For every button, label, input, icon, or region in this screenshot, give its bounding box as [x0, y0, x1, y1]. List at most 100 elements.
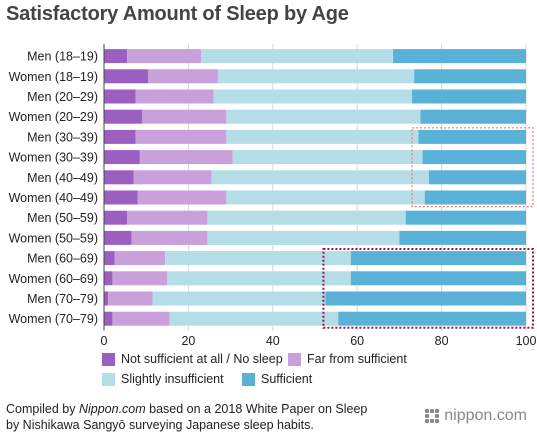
bar-segment — [338, 311, 526, 326]
bar-segment — [148, 69, 218, 84]
category-label: Men (70–79) — [27, 292, 98, 306]
logo-icon — [425, 409, 440, 423]
category-label: Women (40–49) — [9, 191, 98, 205]
category-label: Men (30–39) — [27, 130, 98, 144]
legend-item-slightly-insufficient: Slightly insufficient — [102, 372, 242, 386]
bar-segment — [104, 150, 140, 165]
bar-segment — [167, 271, 351, 286]
source-suffix: based on a 2018 White Paper on Sleep — [145, 402, 368, 416]
bar-segment — [104, 230, 132, 245]
legend-row-2: Slightly insufficient Sufficient — [102, 369, 522, 389]
bar-segment — [213, 89, 413, 104]
category-label: Women (30–39) — [9, 151, 98, 165]
bar-segment — [350, 251, 526, 266]
bar-segment — [393, 49, 526, 64]
category-label: Women (60–69) — [9, 272, 98, 286]
category-label: Women (50–59) — [9, 231, 98, 245]
bar-segment — [135, 89, 214, 104]
highlight-box — [411, 127, 534, 208]
bar-segment — [422, 150, 526, 165]
bar-segment — [139, 150, 233, 165]
bar-segment — [135, 129, 227, 144]
bar-segment — [131, 230, 208, 245]
legend-swatch-not-sufficient — [102, 352, 115, 366]
bar-segment — [165, 251, 351, 266]
bar-segment — [207, 210, 406, 225]
bar-segment — [137, 190, 227, 205]
legend-label-sufficient: Sufficient — [261, 372, 313, 386]
bar-segment — [104, 129, 136, 144]
bar-segment — [428, 170, 526, 185]
legend-item-sufficient: Sufficient — [242, 372, 312, 386]
category-label: Women (70–79) — [9, 312, 98, 326]
bar-segment — [127, 49, 202, 64]
bar-segment — [108, 291, 153, 306]
legend-swatch-far-from-sufficient — [288, 352, 301, 366]
bar-segment — [217, 69, 415, 84]
source-site: Nippon.com — [78, 402, 146, 416]
bar-segment — [350, 271, 526, 286]
legend-label-slightly-insufficient: Slightly insufficient — [121, 372, 224, 386]
legend-label-not-sufficient: Not sufficient at all / No sleep — [121, 352, 283, 366]
bar-segment — [127, 210, 208, 225]
x-tick-label: 20 — [181, 334, 195, 348]
nippon-logo: nippon.com — [425, 407, 527, 425]
bar-segment — [412, 89, 526, 104]
category-label: Men (50–59) — [27, 211, 98, 225]
bar-segment — [104, 89, 136, 104]
bar-segment — [201, 49, 394, 64]
bar-segment — [104, 170, 134, 185]
category-label: Men (60–69) — [27, 252, 98, 266]
category-label: Women (18–19) — [9, 70, 98, 84]
bar-segment — [104, 271, 113, 286]
bar-segment — [414, 69, 526, 84]
bar-segment — [226, 129, 419, 144]
bar-segment — [112, 311, 170, 326]
bar-segment — [104, 311, 113, 326]
category-label: Men (18–19) — [27, 50, 98, 64]
highlight-box — [322, 248, 534, 329]
bar-segment — [114, 251, 166, 266]
bar-segment — [325, 291, 526, 306]
source-line-2: by Nishikawa Sangyō surveying Japanese s… — [6, 418, 314, 432]
category-label: Women (20–29) — [9, 110, 98, 124]
bar-segment — [424, 190, 526, 205]
bar-segment — [104, 49, 128, 64]
bar-segment — [226, 109, 421, 124]
legend-row-1: Not sufficient at all / No sleep Far fro… — [102, 349, 522, 369]
legend-item-far-from-sufficient: Far from sufficient — [288, 352, 407, 366]
x-tick-label: 60 — [350, 334, 364, 348]
category-label: Men (20–29) — [27, 90, 98, 104]
bar-segment — [104, 190, 138, 205]
logo-text: nippon.com — [444, 407, 527, 424]
bar-segment — [112, 271, 168, 286]
bar-segment — [405, 210, 526, 225]
source-note: Compiled by Nippon.com based on a 2018 W… — [6, 401, 367, 433]
chart-title: Satisfactory Amount of Sleep by Age — [6, 3, 349, 25]
legend: Not sufficient at all / No sleep Far fro… — [102, 349, 522, 389]
bar-segment — [133, 170, 212, 185]
source-line-1: Compiled by Nippon.com based on a 2018 W… — [6, 401, 367, 417]
category-label: Men (40–49) — [27, 171, 98, 185]
stacked-bar-chart: Men (18–19) Women (18–19) Men (20–29) Women… — [9, 44, 537, 350]
bar-segment — [399, 230, 526, 245]
legend-swatch-slightly-insufficient — [102, 372, 115, 386]
bar-segment — [232, 150, 423, 165]
bar-segment — [418, 129, 526, 144]
x-unit-label: (%) — [516, 348, 535, 350]
bar-segment — [141, 109, 227, 124]
legend-item-not-sufficient: Not sufficient at all / No sleep — [102, 352, 288, 366]
x-tick-label: 80 — [435, 334, 449, 348]
bar-segment — [211, 170, 429, 185]
bar-segment — [104, 251, 115, 266]
bar-segment — [169, 311, 339, 326]
x-tick-label: 0 — [101, 334, 108, 348]
bar-segment — [420, 109, 526, 124]
bar-segment — [152, 291, 326, 306]
bar-segment — [104, 291, 109, 306]
legend-swatch-sufficient — [242, 372, 255, 386]
legend-label-far-from-sufficient: Far from sufficient — [307, 352, 407, 366]
bar-segment — [226, 190, 425, 205]
x-tick-label: 100 — [516, 334, 537, 348]
bar-segment — [207, 230, 400, 245]
